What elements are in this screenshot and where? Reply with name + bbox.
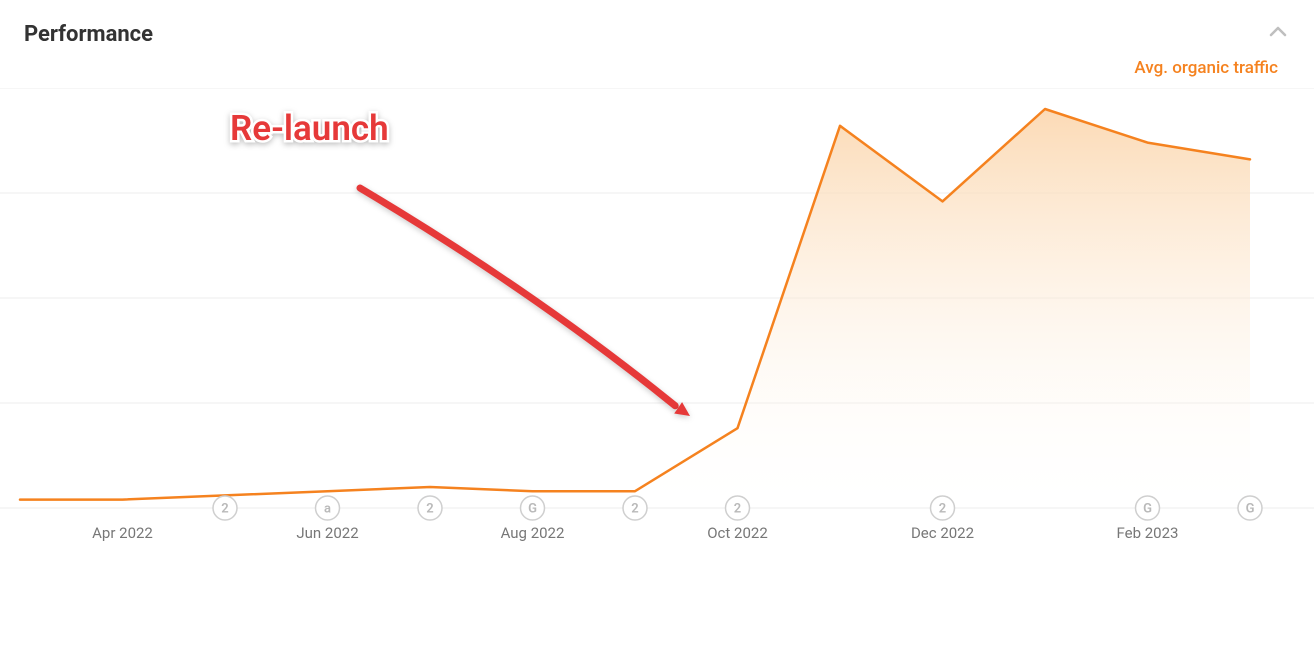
event-marker-glyph: G <box>1143 502 1152 517</box>
x-axis-label: Jun 2022 <box>296 524 358 542</box>
event-marker-glyph: G <box>1246 502 1255 517</box>
event-marker-glyph: 2 <box>734 502 741 517</box>
event-marker-glyph: 2 <box>939 502 946 517</box>
x-axis-label: Apr 2022 <box>92 524 153 542</box>
event-marker-glyph: a <box>324 502 331 517</box>
event-marker-glyph: G <box>528 502 537 517</box>
event-marker-glyph: 2 <box>631 502 638 517</box>
chart-svg: 2 a 2 G 2 2 2 G G Apr 2022 Jun 2022 Aug 2022 Oct 20… <box>0 88 1314 618</box>
x-axis-label: Feb 2023 <box>1117 524 1179 542</box>
annotation-label: Re-launch <box>230 108 389 149</box>
x-axis-label: Dec 2022 <box>911 524 974 542</box>
panel-title: Performance <box>24 22 153 47</box>
x-axis-label: Aug 2022 <box>501 524 565 542</box>
legend-label: Avg. organic traffic <box>1134 58 1278 78</box>
chart-legend: Avg. organic traffic <box>0 58 1314 88</box>
event-marker-glyph: 2 <box>426 502 433 517</box>
panel-header: Performance <box>0 0 1314 58</box>
collapse-chevron-icon[interactable] <box>1266 20 1290 48</box>
annotation-arrow <box>360 188 675 406</box>
x-axis-label: Oct 2022 <box>707 524 768 542</box>
performance-chart: 2 a 2 G 2 2 2 G G Apr 2022 Jun 2022 Aug 2022 Oct 20… <box>0 88 1314 618</box>
event-marker-glyph: 2 <box>221 502 228 517</box>
